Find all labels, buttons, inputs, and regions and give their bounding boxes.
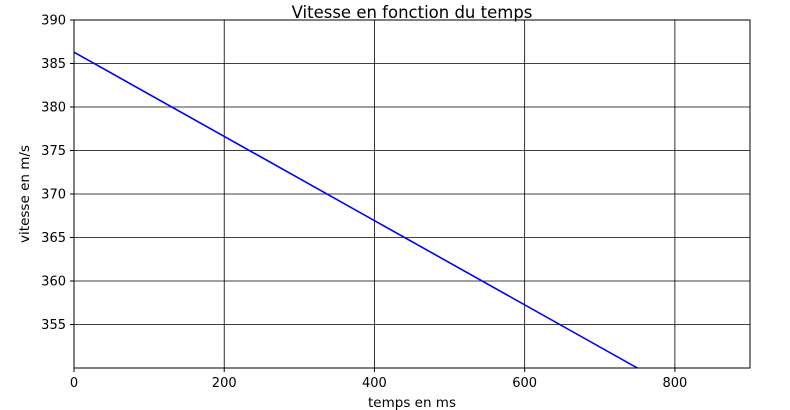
y-axis-label: vitesse en m/s: [17, 145, 33, 243]
y-tick-label: 375: [41, 144, 66, 159]
y-axis: 355 360 365 370 375 380 385 390: [41, 14, 74, 333]
series-line-0: [73, 51, 638, 369]
y-tick-label: 360: [41, 275, 66, 290]
y-tick-label: 390: [41, 14, 66, 29]
x-tick-label: 600: [512, 376, 537, 391]
x-tick-label: 200: [212, 376, 237, 391]
x-axis: 0 200 400 600 800: [70, 368, 687, 391]
x-tick-label: 400: [362, 376, 387, 391]
y-tick-label: 385: [41, 57, 66, 72]
x-tick-label: 800: [662, 376, 687, 391]
y-tick-label: 355: [41, 318, 66, 333]
series-area: [73, 51, 638, 369]
y-tick-label: 365: [41, 231, 66, 246]
chart-title: Vitesse en fonction du temps: [292, 3, 533, 22]
y-tick-label: 380: [41, 101, 66, 116]
x-axis-label: temps en ms: [368, 395, 456, 410]
x-tick-label: 0: [70, 376, 78, 391]
y-tick-label: 370: [41, 188, 66, 203]
